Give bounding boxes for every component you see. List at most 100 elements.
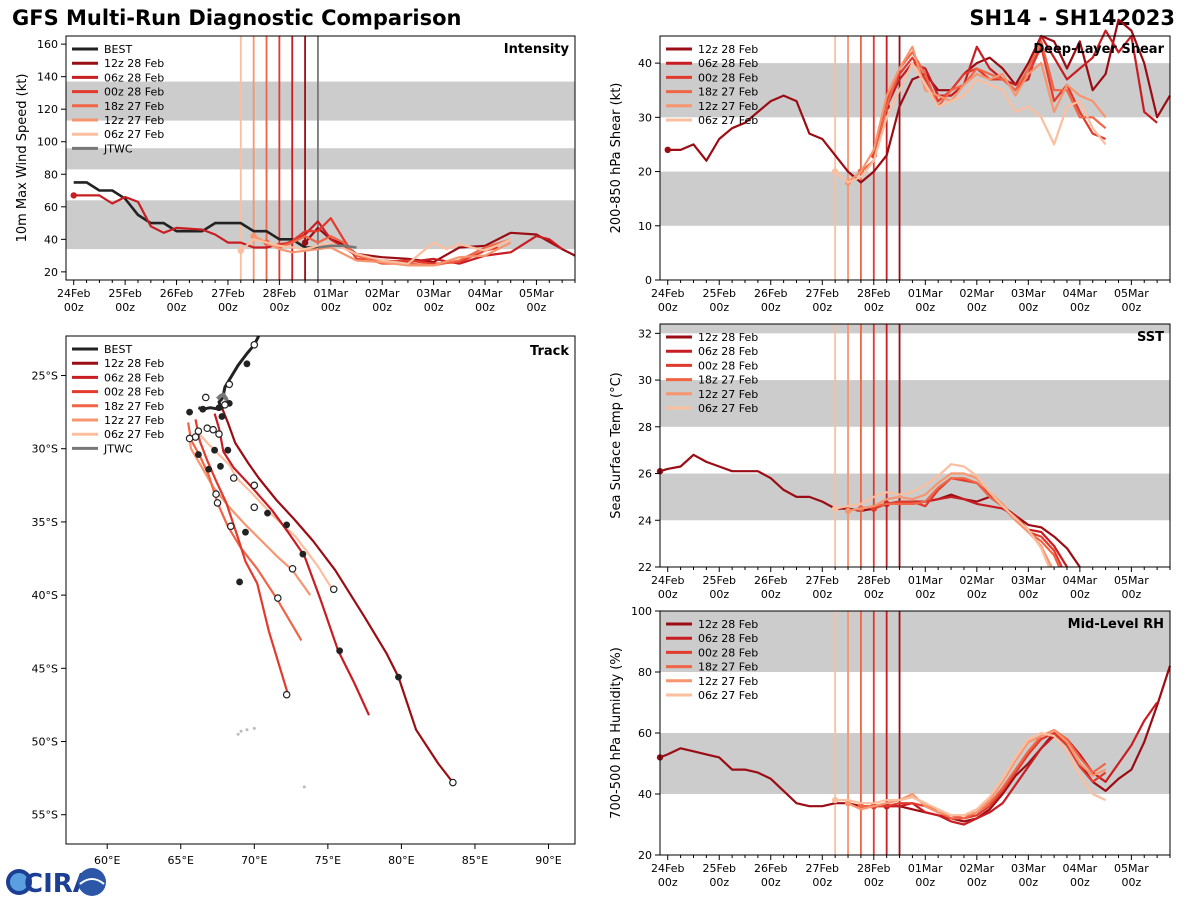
lon-tick-label-5: 85°E [462,854,488,867]
init-marker-r06z27 [831,168,839,175]
x-tick-date-6: 02Mar [959,287,994,300]
legend-label-r12z28: 12z 28 Feb [698,331,758,344]
plot-background [660,324,1170,567]
legend-label-best: BEST [104,343,132,356]
shaded-band-0 [660,733,1170,794]
lat-tick-label-5: 50°S [32,736,58,749]
x-tick-hour-1: 00z [115,301,135,314]
y-tick-label-3: 30 [638,111,652,124]
track-point-open-0 [250,340,259,349]
x-tick-date-4: 28Feb [263,287,296,300]
legend-label-r12z27: 12z 27 Feb [698,675,758,688]
series-line-jtwc [317,244,357,249]
lon-tick-label-3: 75°E [315,854,341,867]
shaded-band-0 [660,171,1170,226]
x-tick-date-1: 25Feb [703,287,736,300]
track-point-filled-17 [194,451,202,458]
x-tick-hour-2: 00z [761,588,781,601]
legend-label-r12z28: 12z 28 Feb [698,618,758,631]
x-tick-date-6: 02Mar [959,862,994,875]
x-tick-hour-0: 00z [658,876,678,889]
series-line-r18z27 [266,235,512,267]
y-tick-label-1: 40 [638,788,652,801]
x-tick-hour-7: 00z [1018,588,1038,601]
island-1 [245,728,249,732]
x-tick-hour-3: 00z [812,301,832,314]
track-point-open-3 [221,401,229,409]
x-tick-hour-3: 00z [812,588,832,601]
x-tick-hour-0: 00z [658,301,678,314]
x-tick-hour-6: 00z [967,876,987,889]
map-background [66,336,575,844]
storm-id-title: SH14 - SH142023 [969,6,1175,30]
track-point-open-16 [288,564,297,573]
legend-label-r18z27: 18z 27 Feb [698,86,758,99]
x-tick-hour-6: 00z [372,301,392,314]
y-tick-label-3: 28 [638,421,652,434]
x-tick-date-7: 03Mar [1011,574,1046,587]
x-tick-date-4: 28Feb [857,287,890,300]
x-tick-date-4: 28Feb [857,862,890,875]
y-tick-label-6: 140 [37,71,58,84]
track-point-open-9 [185,434,194,443]
legend-label-r00z28: 00z 28 Feb [104,386,164,399]
intensity-chart: 2040608010012014016024Feb00z25Feb00z26Fe… [15,35,576,314]
x-tick-date-5: 01Mar [908,862,943,875]
legend-label-r06z27: 06z 27 Feb [698,402,758,415]
init-marker-r06z27 [237,247,245,254]
y-axis-label: Sea Surface Temp (°C) [609,372,624,519]
panel-title: Intensity [504,42,570,57]
satellite-emblem-icon [78,868,106,896]
series-line-r06z28 [886,701,1158,826]
x-tick-date-1: 25Feb [703,574,736,587]
track-point-open-13 [250,481,259,490]
y-tick-label-3: 80 [44,168,58,181]
x-tick-date-8: 04Mar [1062,287,1097,300]
lat-tick-label-6: 55°S [32,809,58,822]
x-tick-date-3: 27Feb [806,287,839,300]
shaded-band-0 [660,473,1170,521]
lon-tick-label-4: 80°E [388,854,414,867]
cira-logo: CIRA [6,868,106,898]
y-tick-label-4: 100 [631,605,652,618]
shaded-band-2 [66,81,575,121]
x-tick-hour-8: 00z [475,301,495,314]
x-tick-date-1: 25Feb [703,862,736,875]
x-tick-date-7: 03Mar [416,287,451,300]
x-tick-date-3: 27Feb [806,574,839,587]
y-axis-label: 700-500 hPa Humidity (%) [609,647,624,819]
sst-chart: 22242628303224Feb00z25Feb00z26Feb00z27Fe… [609,323,1171,601]
x-tick-hour-6: 00z [967,588,987,601]
track-point-open-4 [194,427,203,435]
lon-tick-label-1: 65°E [168,854,194,867]
y-axis-label: 10m Max Wind Speed (kt) [15,74,30,243]
x-tick-hour-0: 00z [64,301,84,314]
series-line-r06z27 [240,238,512,265]
shear-chart: 01020304024Feb00z25Feb00z26Feb00z27Feb00… [609,18,1171,314]
x-tick-date-5: 01Mar [908,287,943,300]
x-tick-hour-3: 00z [218,301,238,314]
panel-title: SST [1137,330,1164,345]
x-tick-date-1: 25Feb [108,287,141,300]
x-tick-hour-1: 00z [709,588,729,601]
lat-tick-label-2: 35°S [32,516,58,529]
y-tick-label-0: 0 [645,274,652,287]
track-point-filled-13 [299,550,307,558]
legend-label-r06z27: 06z 27 Feb [698,114,758,127]
track-point-filled-3 [186,408,193,416]
x-tick-hour-8: 00z [1070,301,1090,314]
lon-tick-label-2: 70°E [241,854,267,867]
plot-frame [659,323,1171,568]
track-point-open-12 [213,499,222,507]
track-point-filled-4 [218,413,226,420]
track-point-open-18 [274,594,282,602]
x-tick-hour-9: 00z [1121,588,1141,601]
init-marker-r06z28 [70,192,77,199]
lat-tick-label-0: 25°S [32,370,58,383]
x-tick-date-9: 05Mar [1114,287,1149,300]
legend-label-jtwc: JTWC [103,142,133,155]
y-tick-label-3: 80 [638,666,652,679]
series-line-r00z28 [873,731,1107,820]
track-point-filled-2 [199,405,207,413]
x-tick-date-3: 27Feb [211,287,244,300]
